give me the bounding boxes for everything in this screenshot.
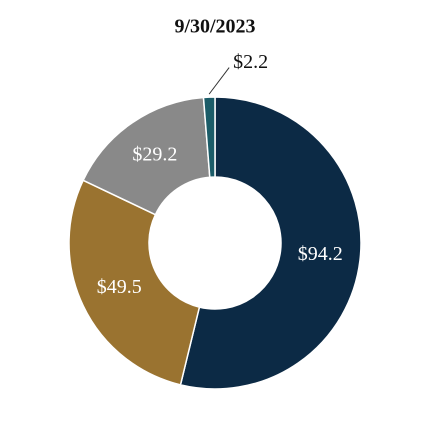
data-label: $94.2 (298, 243, 343, 265)
data-label: $49.5 (97, 276, 142, 298)
donut-segment (179, 96, 362, 390)
chart-title: 9/30/2023 (174, 16, 255, 38)
donut-segment (82, 96, 211, 216)
donut-segment (202, 96, 216, 179)
data-label: $29.2 (132, 143, 177, 165)
leader-line (208, 67, 230, 95)
data-label: $2.2 (233, 51, 268, 73)
donut-segment (68, 179, 201, 386)
